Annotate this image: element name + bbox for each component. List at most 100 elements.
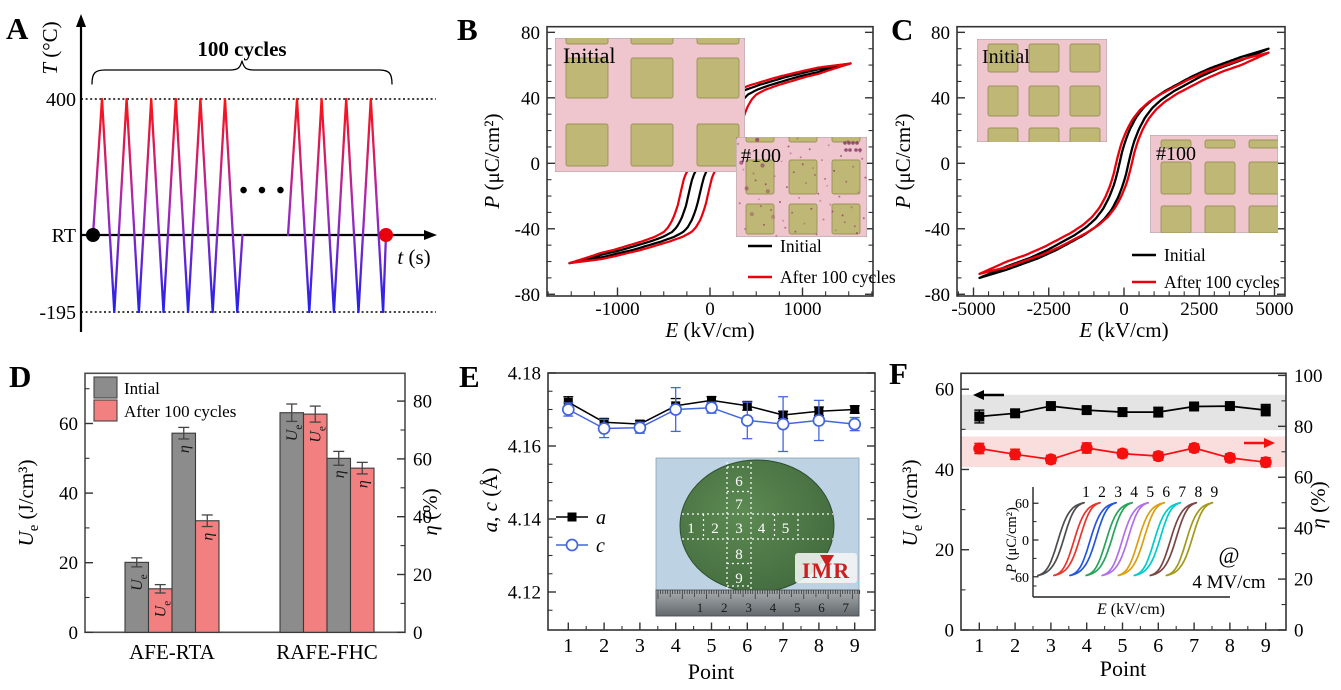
- bar-label-ue: Ue: [129, 574, 150, 591]
- inset-100: #100: [736, 137, 867, 237]
- electrode-square: [788, 159, 818, 195]
- damage-speckle: [785, 186, 788, 189]
- damage-speckle: [847, 141, 851, 145]
- right-tick-label: 40: [1294, 519, 1313, 540]
- plot-frame: [84, 372, 406, 634]
- damage-speckle: [857, 191, 860, 194]
- damage-speckle: [736, 137, 739, 140]
- bar-Ue-initial-afe-rta: [124, 561, 150, 633]
- left-tick-label: 40: [935, 460, 954, 481]
- damage-speckle: [744, 228, 746, 230]
- inset-100: #100: [1150, 135, 1278, 233]
- electrode-square: [1028, 43, 1060, 73]
- tick-label-rt: RT: [52, 225, 76, 247]
- x-axis-label: t (s): [397, 245, 430, 269]
- damage-speckle: [843, 141, 847, 145]
- inset-photo-content: #100: [736, 137, 867, 237]
- damage-speckle: [763, 223, 766, 226]
- marker-ue: [1153, 407, 1164, 418]
- marker-ue: [1260, 405, 1271, 416]
- inset-photo-label: Initial: [563, 43, 616, 68]
- ruler-number: 5: [794, 600, 801, 615]
- left-tick-label: 20: [935, 540, 954, 561]
- damage-speckle: [752, 172, 755, 175]
- y-tick-label: 4.14: [508, 510, 542, 531]
- marker-c: [705, 401, 718, 415]
- inset-x-axis-label: E (kV/cm): [1096, 601, 1165, 618]
- x-tick-label: 1000: [784, 299, 822, 320]
- marker-eta: [973, 442, 986, 455]
- x-tick-label: 8: [814, 635, 824, 657]
- electrode-square: [831, 137, 861, 143]
- marker-eta: [1044, 453, 1057, 466]
- damage-speckle: [840, 155, 842, 157]
- bar-label-ue: Ue: [284, 425, 305, 442]
- damage-speckle: [838, 195, 841, 198]
- x-axis-label: E (kV/cm): [1078, 318, 1168, 342]
- y-tick-label: 4.12: [508, 583, 541, 604]
- arrow-right-head: [1264, 438, 1275, 448]
- electrode-square: [1160, 205, 1192, 233]
- marker-ue: [1081, 405, 1092, 416]
- left-tick-label: 0: [945, 621, 955, 642]
- marker-ue: [1117, 407, 1128, 418]
- y-tick-label: 0: [941, 154, 951, 175]
- inset-loop-6: [1117, 501, 1166, 577]
- wafer-number: 7: [735, 497, 743, 513]
- ruler-number: 2: [721, 600, 728, 615]
- thermal-cycle-wave-right: [286, 97, 388, 314]
- left-axis-label: Ue (J/cm³): [898, 460, 926, 547]
- damage-speckle: [771, 214, 776, 219]
- ruler-number: 1: [697, 600, 704, 615]
- electrode-square: [1028, 127, 1060, 142]
- electrode-square: [1204, 161, 1236, 195]
- damage-speckle: [815, 233, 818, 236]
- electrode-square: [831, 203, 861, 235]
- right-tick-label: 80: [1294, 417, 1313, 438]
- damage-speckle: [844, 148, 848, 152]
- damage-speckle: [808, 148, 811, 151]
- electrode-square: [1069, 127, 1101, 142]
- right-tick-label: 20: [413, 565, 432, 586]
- wafer-number: 8: [735, 547, 743, 563]
- x-tick-label: 3: [1046, 635, 1056, 657]
- damage-speckle: [744, 186, 749, 191]
- inset-loop-label: 3: [1114, 484, 1122, 501]
- legend-marker-a: [567, 512, 577, 522]
- damage-speckle: [791, 211, 794, 214]
- legend-label: After 100 cycles: [1164, 272, 1280, 292]
- y-tick-label: 4.18: [508, 364, 541, 385]
- legend-label: Initial: [1164, 245, 1206, 265]
- group-label: RAFE-FHC: [276, 640, 378, 664]
- damage-speckle: [780, 160, 783, 163]
- wafer-number: 6: [735, 474, 743, 490]
- inset-photo-content: Initial: [977, 39, 1107, 142]
- marker-eta: [1116, 447, 1129, 460]
- tick-label-minus195: -195: [39, 302, 76, 324]
- damage-speckle: [792, 171, 795, 174]
- y-tick-label: 40: [931, 88, 950, 109]
- damage-speckle: [796, 137, 799, 140]
- damage-speckle: [749, 212, 755, 217]
- damage-speckle: [861, 157, 864, 160]
- damage-speckle: [854, 148, 858, 152]
- marker-c: [669, 403, 683, 416]
- x-tick-label: 7: [778, 635, 788, 657]
- left-tick-label: 20: [59, 553, 78, 574]
- marker-eta: [1223, 451, 1236, 464]
- damage-speckle: [737, 142, 740, 145]
- damage-speckle: [775, 234, 778, 237]
- electrode-square: [630, 57, 674, 99]
- marker-ue: [1224, 401, 1235, 412]
- panel-a-thermal-schematic: • • • 100 cycles T (°C) t (s) 400 RT -195: [38, 14, 437, 332]
- x-tick-label: 2: [599, 635, 609, 657]
- damage-speckle: [765, 189, 770, 194]
- electrode-square: [987, 43, 1019, 73]
- electrode-square: [745, 137, 775, 143]
- marker-eta: [1152, 450, 1165, 463]
- x-tick-label: 1: [974, 635, 984, 657]
- marker-c: [597, 422, 611, 435]
- y-tick-label: -80: [515, 285, 540, 306]
- x-tick-label: 4: [1082, 635, 1092, 657]
